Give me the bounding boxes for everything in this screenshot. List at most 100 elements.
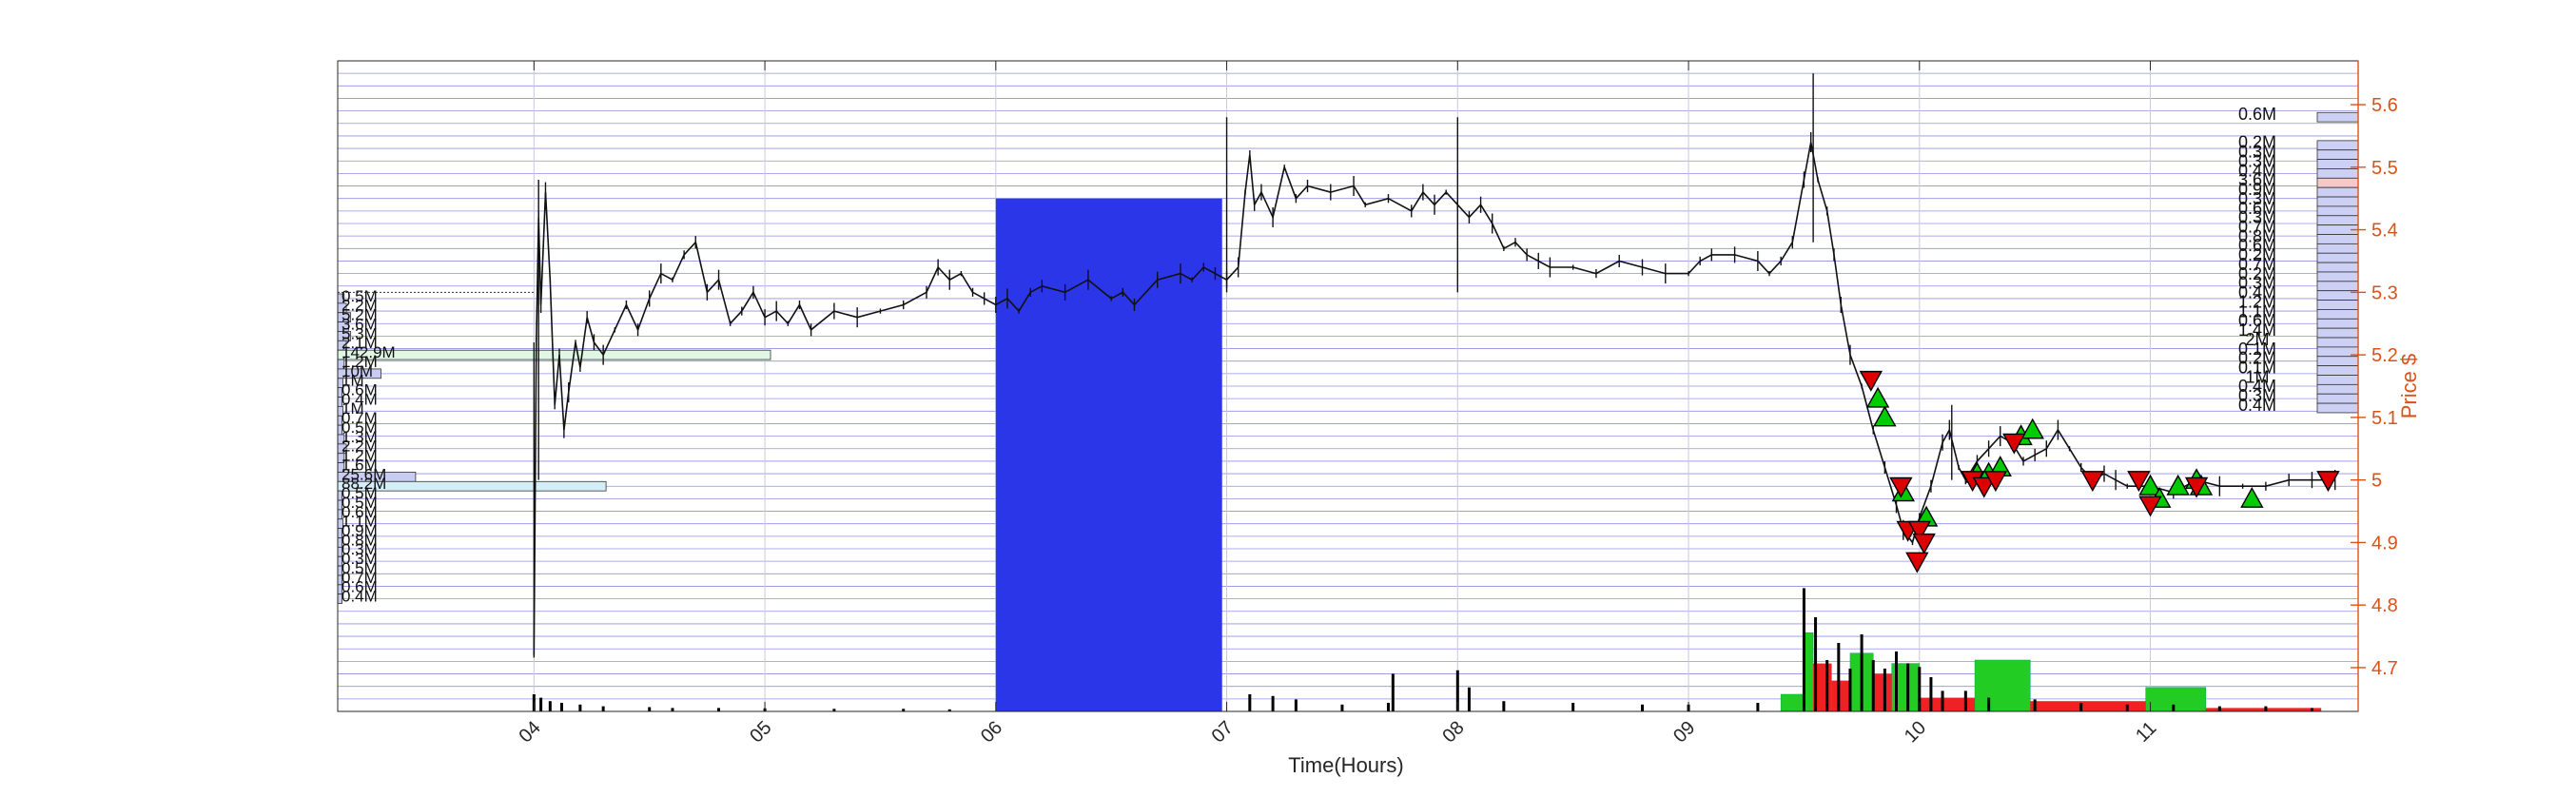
profile-right-bar <box>2316 215 2359 226</box>
profile-right-bar <box>2316 252 2359 263</box>
volume-bar <box>1248 694 1252 711</box>
profile-right-label: 0.2M <box>2238 133 2276 152</box>
volume-bar <box>1467 687 1471 711</box>
volume-block-sell <box>1873 673 1892 711</box>
x-tick-label: 11 <box>2132 718 2160 747</box>
profile-right-label: 0.4M <box>2238 283 2276 302</box>
volume-block-sell <box>1831 680 1850 711</box>
profile-left-label: 0.6M <box>342 503 378 521</box>
profile-right-label: 0.4M <box>2238 377 2276 396</box>
profile-right-label: 0.3M <box>2238 151 2276 170</box>
y-tick-label: 5.1 <box>2371 408 2398 429</box>
profile-right-label: 0.2M <box>2238 264 2276 283</box>
sell-marker <box>1972 476 1996 498</box>
volume-bar <box>539 697 543 711</box>
sell-marker <box>1912 533 1936 554</box>
volume-bar <box>578 704 582 711</box>
x-tick-label: 05 <box>746 717 775 747</box>
profile-right-label: 0.2M <box>2238 349 2276 368</box>
buy-marker <box>1873 405 1897 427</box>
profile-left-label: 0.5M <box>342 287 378 305</box>
volume-bar <box>902 709 906 711</box>
volume-bar <box>1906 663 1910 711</box>
y-tick-label: 5.5 <box>2371 158 2398 179</box>
volume-bar <box>1837 643 1841 711</box>
y-tick-label: 5.4 <box>2371 221 2398 242</box>
profile-left-label: 3.6M <box>342 315 378 333</box>
shaded-session-block <box>995 198 1222 711</box>
trade-markers <box>1859 370 2340 573</box>
profile-left-label: 2.2M <box>342 437 378 456</box>
volume-bar <box>1963 690 1967 711</box>
sell-marker <box>2138 496 2162 517</box>
profile-right-label: 0.3M <box>2238 386 2276 405</box>
volume-bar <box>1918 667 1922 711</box>
volume-block-sell <box>1919 697 1976 711</box>
profile-left-label: 2.1M <box>342 334 378 352</box>
profile-right-bar <box>2316 271 2359 282</box>
profile-right-bar <box>2316 168 2359 179</box>
volume-bar <box>1814 617 1818 711</box>
profile-left-label: 0.4M <box>342 588 378 606</box>
volume-bar <box>2264 706 2268 711</box>
volume-bar <box>1455 670 1459 711</box>
profile-right-label: 0.8M <box>2238 226 2276 245</box>
sell-marker <box>2184 476 2209 498</box>
volume-bar <box>832 709 836 711</box>
profile-right-label: 0.1M <box>2238 358 2276 377</box>
volume-block-buy <box>1974 659 2031 712</box>
profile-left-label: 0.5M <box>342 559 378 577</box>
profile-right-bar <box>2316 309 2359 320</box>
volume-bar <box>1294 699 1298 711</box>
profile-right-bar <box>2316 149 2359 160</box>
volume-bar <box>2217 706 2221 711</box>
sell-marker <box>2002 433 2026 455</box>
profile-right-bar <box>2316 375 2359 385</box>
profile-right-bar <box>2316 393 2359 404</box>
sell-marker <box>1907 520 1931 542</box>
profile-left-label: 2.2M <box>342 297 378 315</box>
buy-marker <box>2020 418 2044 439</box>
profile-left-label: 1.3M <box>342 428 378 446</box>
profile-right-bar <box>2316 140 2359 151</box>
profile-right-label: 0.3M <box>2238 274 2276 293</box>
profile-left-label: 1.1M <box>342 513 378 531</box>
profile-left-label: 0.6M <box>342 578 378 596</box>
volume-bar <box>1271 695 1275 711</box>
volume-bar <box>717 708 721 711</box>
volume-bar <box>1571 703 1575 711</box>
profile-right-label: 1.1M <box>2238 301 2276 321</box>
buy-marker <box>2166 474 2190 496</box>
y-tick-label: 5.3 <box>2371 282 2398 303</box>
profile-left-label: 0.6M <box>342 381 378 399</box>
shaded-region <box>995 198 1222 711</box>
y-tick-label: 4.7 <box>2371 658 2398 679</box>
buy-marker <box>1865 386 1890 408</box>
y-axis-right: 4.7 4.8 4.9 5 5.1 5.2 5.3 5.4 5.5 5.6 <box>2351 61 2398 711</box>
profile-right-bar <box>2316 234 2359 244</box>
volume-bar <box>1825 660 1829 711</box>
volume-block-buy <box>1780 693 1805 712</box>
volume-block-sell <box>2205 708 2322 711</box>
profile-right-bar <box>2316 365 2359 376</box>
profile-left-label: 0.5M <box>342 484 378 502</box>
buy-marker <box>2138 474 2162 496</box>
volume-bars <box>532 588 2322 712</box>
volume-profile-right: 0.6M0.2M0.3M0.3M0.4M3.6M0.9M0.3M0.6M0.3M… <box>2238 105 2359 415</box>
x-axis-label: Time(Hours) <box>1288 753 1403 777</box>
volume-bar <box>559 703 563 711</box>
profile-right-label: 0.6M <box>2238 311 2276 330</box>
x-tick-label: 07 <box>1208 717 1238 747</box>
x-tick-label: 08 <box>1438 717 1468 747</box>
profile-left-label: 1M <box>342 399 364 418</box>
volume-bar <box>1871 660 1875 711</box>
profile-left-label: 0.5M <box>342 494 378 512</box>
volume-block-buy <box>2145 687 2207 712</box>
volume-bar <box>1987 697 1991 711</box>
volume-bar <box>1386 703 1390 711</box>
profile-left-label: 0.7M <box>342 569 378 587</box>
profile-right-bar <box>2316 243 2359 254</box>
profile-right-bar <box>2316 327 2359 339</box>
